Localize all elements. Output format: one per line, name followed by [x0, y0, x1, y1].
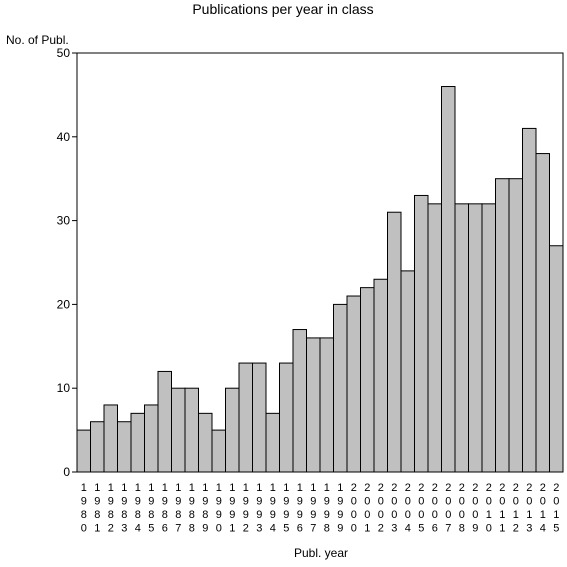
bar-1999 — [333, 303, 348, 473]
bar-1988 — [184, 387, 199, 473]
bar-1997 — [306, 337, 321, 473]
y-tick-label-30: 30 — [57, 214, 71, 228]
bar-1990 — [211, 429, 226, 473]
bar-1995 — [279, 362, 294, 473]
bar-2002 — [373, 278, 388, 473]
bar-1998 — [319, 337, 334, 473]
bar-1982 — [103, 404, 118, 473]
y-tick-label-50: 50 — [57, 46, 71, 60]
bar-2015 — [549, 245, 564, 473]
bar-2008 — [454, 203, 469, 473]
y-tick-label-0: 0 — [63, 465, 70, 479]
plot-area: 0 10 20 30 40 50 1 9 8 0 1 9 8 1 1 9 8 2 1 9 8 3 1 9 8 4 1 9 8 5 1 9 8 6 1… — [57, 46, 564, 535]
chart-title: Publications per year in class — [192, 1, 373, 17]
bar-2006 — [427, 203, 442, 473]
bar-2001 — [360, 287, 375, 473]
bar-1983 — [117, 421, 132, 473]
y-tick-label-20: 20 — [57, 297, 71, 311]
bar-2010 — [481, 203, 496, 473]
bar-2004 — [400, 270, 415, 473]
y-tick-label-40: 40 — [57, 130, 71, 144]
bar-2003 — [387, 211, 402, 473]
bar-2000 — [346, 295, 361, 473]
bar-1981 — [90, 421, 105, 473]
bar-1989 — [198, 412, 213, 473]
y-tick-label-10: 10 — [57, 381, 71, 395]
bar-2014 — [535, 153, 550, 473]
bar-2009 — [468, 203, 483, 473]
bar-1985 — [144, 404, 159, 473]
bar-1996 — [292, 329, 307, 473]
bar-2013 — [522, 127, 537, 473]
bar-2005 — [414, 194, 429, 473]
bar-1986 — [157, 370, 172, 473]
bar-1991 — [225, 387, 240, 473]
bar-1992 — [238, 362, 253, 473]
x-axis-label: Publ. year — [294, 546, 348, 560]
bar-2007 — [441, 86, 456, 473]
bar-1987 — [171, 387, 186, 473]
bar-1993 — [252, 362, 267, 473]
plot-frame — [76, 52, 564, 473]
bar-2012 — [508, 178, 523, 473]
bar-1980 — [76, 429, 91, 473]
bar-1984 — [130, 412, 145, 473]
bar-2011 — [495, 178, 510, 473]
y-axis-label: No. of Publ. — [6, 33, 69, 47]
bar-1994 — [265, 412, 280, 473]
